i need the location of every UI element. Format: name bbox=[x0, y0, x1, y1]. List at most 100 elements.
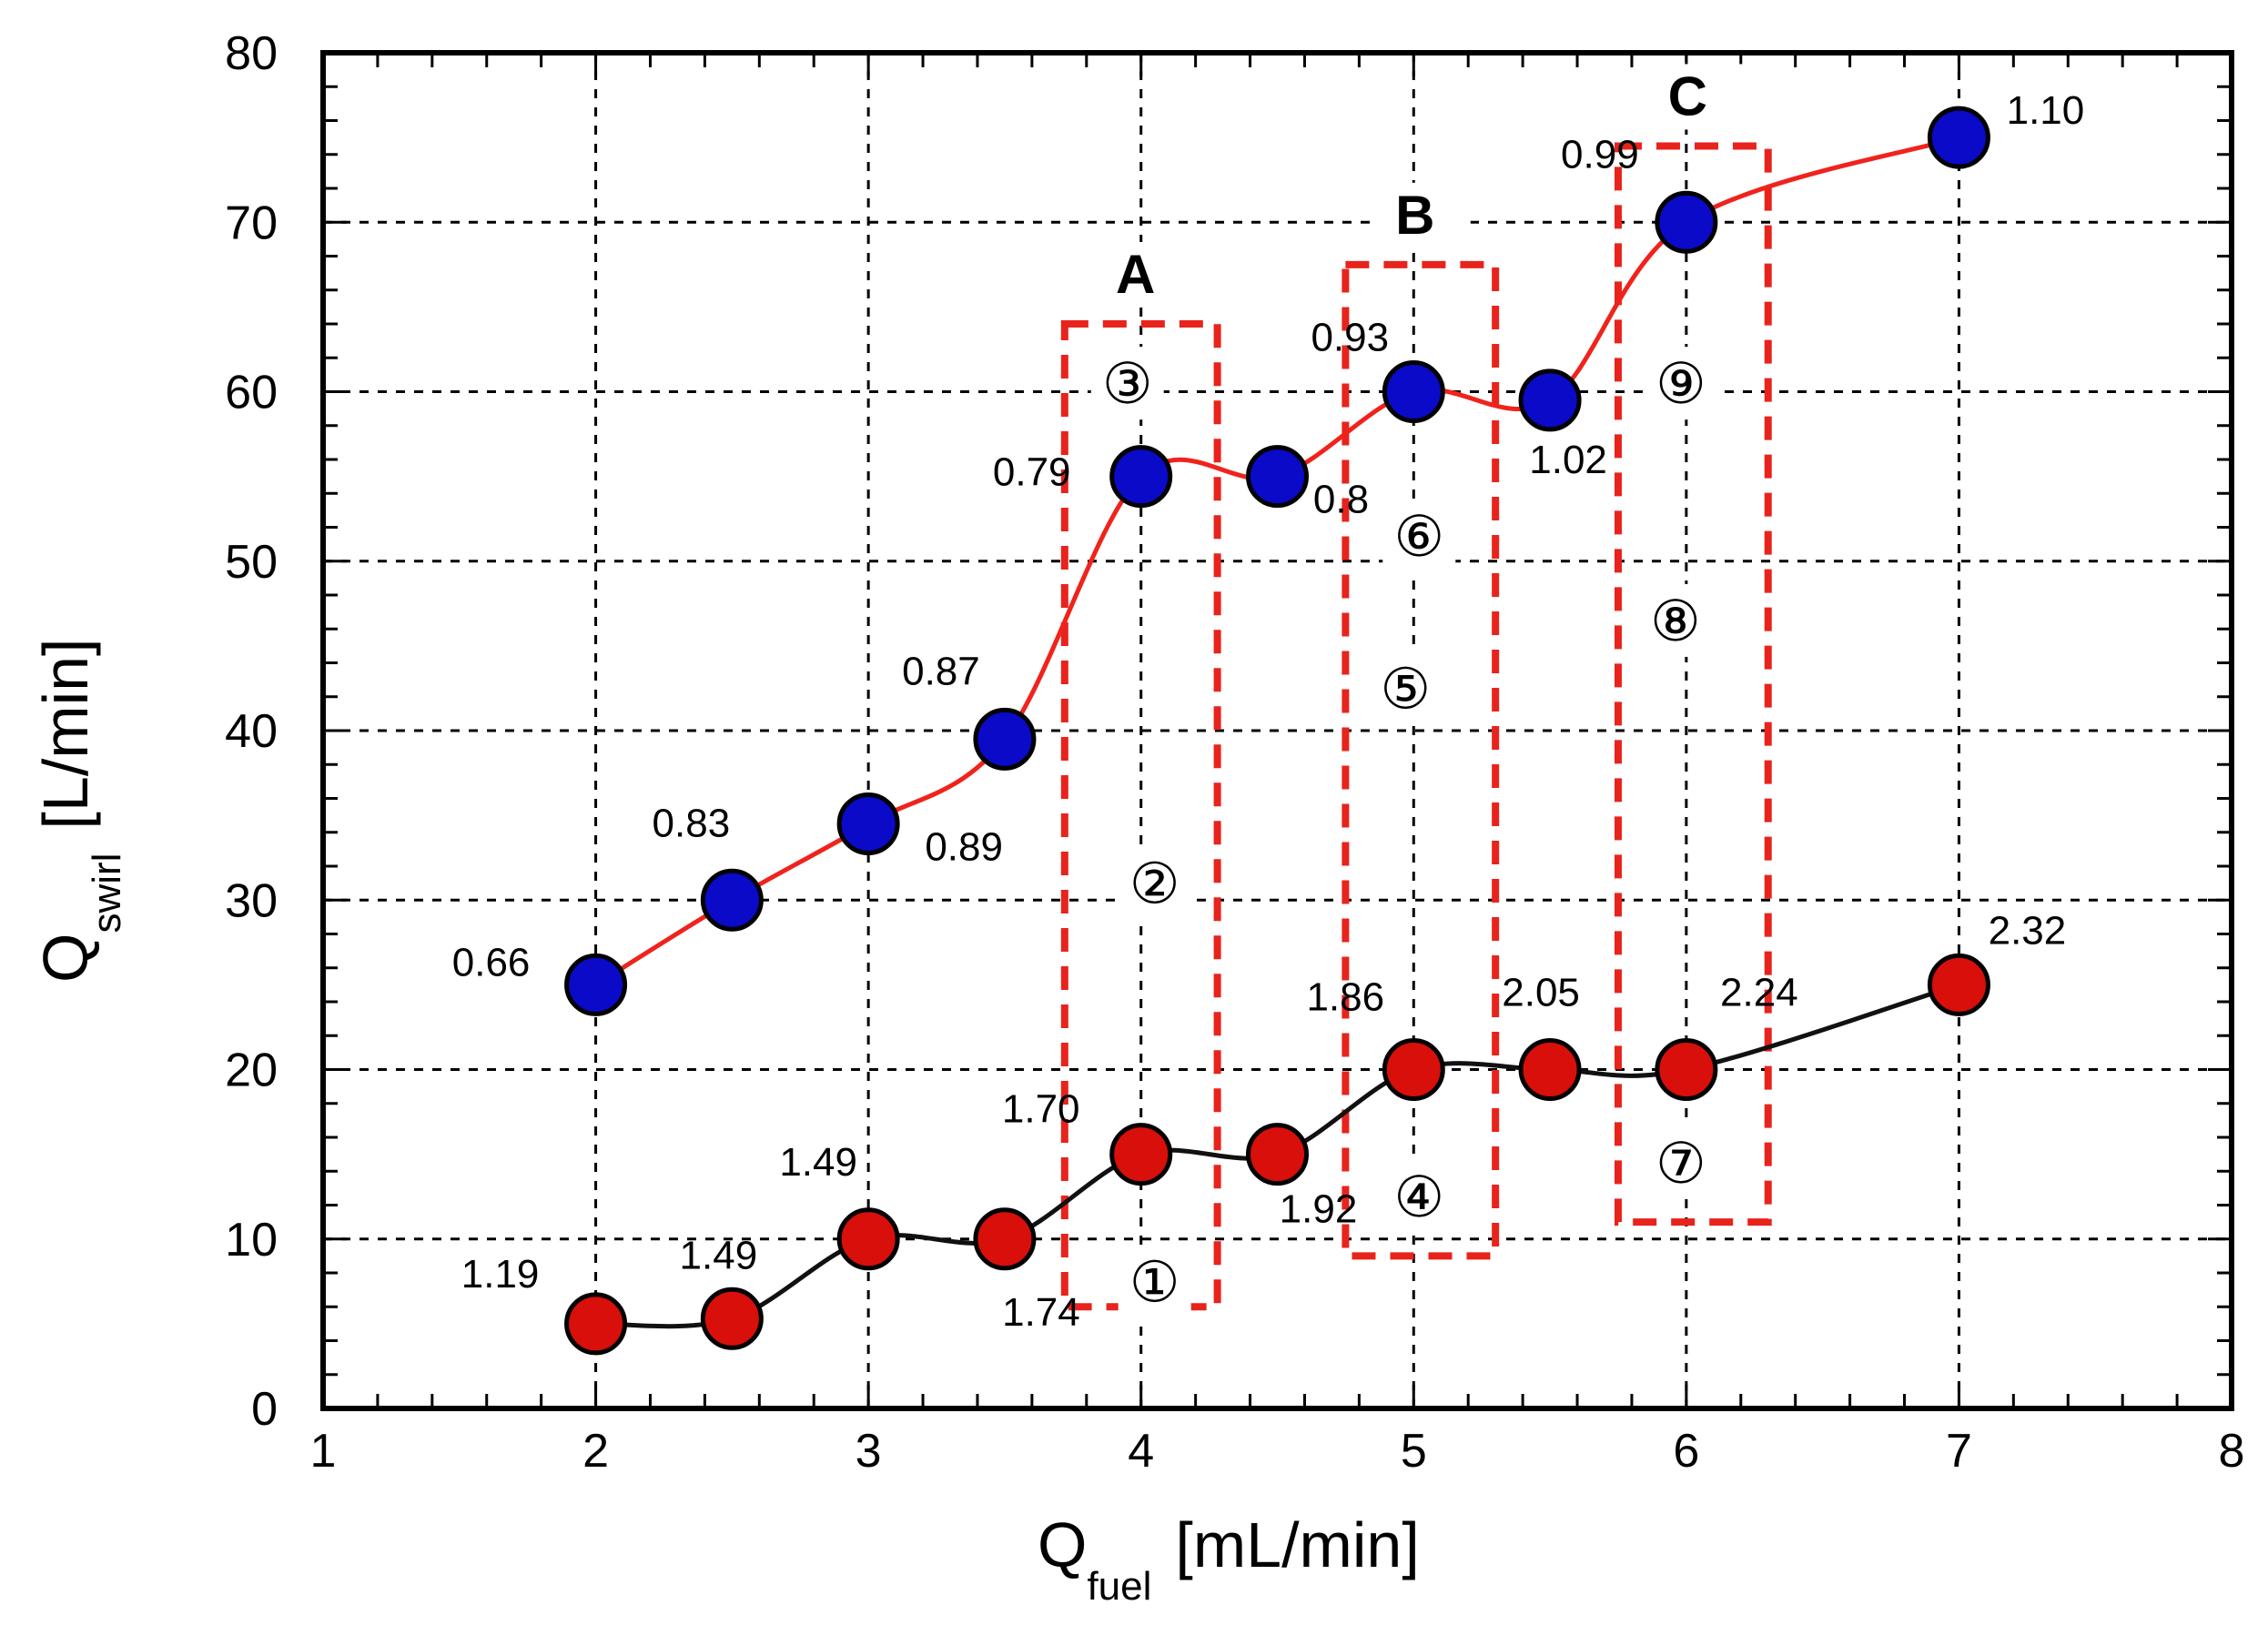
data-label-lower: 2.32 bbox=[1989, 908, 2067, 953]
data-label-upper: 0.83 bbox=[653, 801, 731, 845]
data-point-lower bbox=[973, 1207, 1037, 1271]
y-tick-label: 10 bbox=[225, 1214, 278, 1267]
series-line-upper bbox=[594, 135, 1960, 987]
series-line-lower bbox=[595, 982, 1960, 1329]
region-title-c: C bbox=[1668, 66, 1707, 126]
y-tick-label: 20 bbox=[225, 1045, 278, 1097]
data-label-lower: 1.74 bbox=[1002, 1290, 1080, 1335]
data-label-lower: 2.24 bbox=[1720, 971, 1798, 1015]
y-axis-title: Qswirl [L/min] bbox=[30, 638, 129, 983]
data-label-upper: 0.66 bbox=[452, 940, 531, 984]
data-point-upper bbox=[1518, 368, 1582, 432]
data-label-upper: 1.10 bbox=[2007, 88, 2085, 133]
data-labels: 0.66 0.83 0.89 0.87 0.79 0.8 0.93 1.02 0.99 1.10 1… bbox=[452, 88, 2084, 1335]
data-label-lower: 1.86 bbox=[1306, 975, 1384, 1020]
region-marker-bg bbox=[1382, 499, 1456, 572]
x-axis-title-q: Q bbox=[1038, 1509, 1087, 1580]
region-title-b: B bbox=[1395, 185, 1434, 246]
data-point-lower bbox=[564, 1292, 628, 1356]
data-label-lower: 1.49 bbox=[779, 1140, 857, 1185]
region-marker: ⑧ bbox=[1650, 590, 1701, 653]
region-marker: ④ bbox=[1393, 1166, 1444, 1229]
x-tick-label: 3 bbox=[856, 1425, 882, 1478]
data-label-upper: 0.79 bbox=[993, 450, 1071, 495]
region-marker-bg bbox=[1118, 846, 1191, 920]
plot-frame bbox=[320, 50, 2234, 1411]
region-marker-bg bbox=[1382, 1160, 1456, 1234]
data-point-upper bbox=[1246, 445, 1309, 509]
region-marker: ⑨ bbox=[1655, 353, 1706, 416]
y-tick-label: 80 bbox=[225, 27, 278, 80]
region-marker-bg bbox=[1090, 347, 1164, 420]
data-label-upper: 1.02 bbox=[1529, 438, 1607, 482]
grid-lines bbox=[323, 53, 2232, 1408]
data-point-upper bbox=[973, 707, 1037, 771]
x-tick-label: 1 bbox=[310, 1425, 337, 1478]
x-axis-title: Qfuel [mL/min] bbox=[1038, 1509, 1420, 1609]
region-marker: ① bbox=[1129, 1251, 1180, 1314]
y-tick-label: 30 bbox=[225, 874, 278, 927]
x-tick-label: 5 bbox=[1401, 1425, 1427, 1478]
data-point-upper bbox=[1109, 445, 1173, 509]
data-point-upper bbox=[836, 792, 900, 855]
y-axis-title-unit: [L/min] bbox=[30, 638, 101, 829]
x-tick-label: 6 bbox=[1673, 1425, 1699, 1478]
data-points bbox=[564, 106, 1990, 1356]
region-box-a bbox=[1060, 320, 1221, 1311]
region-marker-bg bbox=[1644, 347, 1717, 420]
region-marker-bg bbox=[1369, 651, 1443, 725]
y-axis-title-q: Q bbox=[30, 934, 101, 983]
y-tick-label: 70 bbox=[225, 197, 278, 249]
data-label-upper: 0.99 bbox=[1561, 132, 1639, 177]
y-tick-label: 0 bbox=[251, 1383, 278, 1436]
region-marker: ⑥ bbox=[1393, 506, 1444, 569]
data-point-lower bbox=[1655, 1038, 1718, 1101]
region-marker-bg bbox=[1644, 1125, 1717, 1199]
region-title-bg bbox=[1370, 182, 1471, 248]
data-point-lower bbox=[1109, 1123, 1173, 1186]
y-tick-label: 60 bbox=[225, 367, 278, 419]
data-point-upper bbox=[1927, 106, 1990, 169]
region-marker-bg bbox=[1638, 583, 1712, 657]
data-label-lower: 1.19 bbox=[461, 1252, 540, 1297]
x-tick-label: 7 bbox=[1946, 1425, 1972, 1478]
x-tick-label: 2 bbox=[582, 1425, 609, 1478]
region-markers: ① ② ③ ④ ⑤ ⑥ ⑦ ⑧ ⑨ bbox=[1090, 347, 1717, 1318]
region-box-c bbox=[1614, 142, 1772, 1226]
region-boxes: A B C bbox=[1060, 64, 1772, 1311]
data-label-upper: 0.93 bbox=[1311, 316, 1389, 360]
x-tick-label: 8 bbox=[2219, 1425, 2245, 1478]
data-label-upper: 0.89 bbox=[925, 824, 1003, 869]
region-marker: ⑦ bbox=[1655, 1133, 1706, 1196]
data-label-upper: 0.8 bbox=[1313, 478, 1369, 522]
series-lines bbox=[594, 135, 1960, 1329]
data-point-lower bbox=[1518, 1038, 1582, 1101]
data-point-upper bbox=[564, 953, 628, 1016]
data-label-lower: 1.92 bbox=[1280, 1187, 1358, 1232]
region-marker: ③ bbox=[1102, 353, 1153, 416]
data-label-lower: 2.05 bbox=[1502, 971, 1580, 1015]
y-axis-title-sub: swirl bbox=[85, 853, 129, 934]
region-marker-bg bbox=[1118, 1245, 1191, 1318]
data-label-upper: 0.87 bbox=[902, 649, 980, 693]
data-point-lower bbox=[1382, 1038, 1445, 1101]
data-point-lower bbox=[700, 1287, 764, 1350]
x-axis-title-unit: [mL/min] bbox=[1175, 1509, 1419, 1580]
region-title-bg bbox=[1643, 64, 1744, 130]
data-point-upper bbox=[700, 868, 764, 932]
x-tick-label: 4 bbox=[1128, 1425, 1154, 1478]
y-tick-label: 40 bbox=[225, 705, 278, 758]
region-marker: ⑤ bbox=[1381, 658, 1432, 721]
y-tick-label: 50 bbox=[225, 536, 278, 589]
data-point-lower bbox=[1246, 1123, 1309, 1186]
data-point-lower bbox=[1927, 953, 1990, 1016]
data-point-upper bbox=[1655, 190, 1718, 254]
data-point-lower bbox=[836, 1207, 900, 1271]
data-label-lower: 1.49 bbox=[680, 1233, 758, 1277]
region-title-bg bbox=[1090, 242, 1191, 308]
x-axis-title-sub: fuel bbox=[1087, 1564, 1151, 1609]
data-point-upper bbox=[1382, 360, 1445, 423]
region-marker: ② bbox=[1129, 853, 1180, 916]
